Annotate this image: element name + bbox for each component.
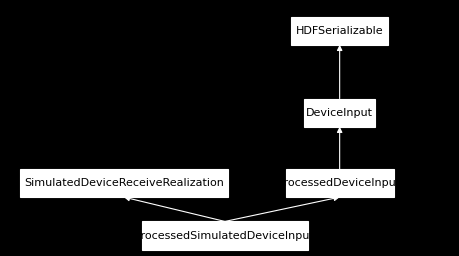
FancyBboxPatch shape xyxy=(304,99,375,127)
Text: HDFSerializable: HDFSerializable xyxy=(296,26,383,36)
FancyBboxPatch shape xyxy=(20,169,229,197)
Text: SimulatedDeviceReceiveRealization: SimulatedDeviceReceiveRealization xyxy=(24,178,224,188)
Text: DeviceInput: DeviceInput xyxy=(306,108,373,118)
FancyBboxPatch shape xyxy=(285,169,394,197)
FancyBboxPatch shape xyxy=(142,221,308,250)
FancyBboxPatch shape xyxy=(291,17,388,45)
Text: ProcessedSimulatedDeviceInput: ProcessedSimulatedDeviceInput xyxy=(135,230,315,241)
Text: ProcessedDeviceInput: ProcessedDeviceInput xyxy=(278,178,401,188)
